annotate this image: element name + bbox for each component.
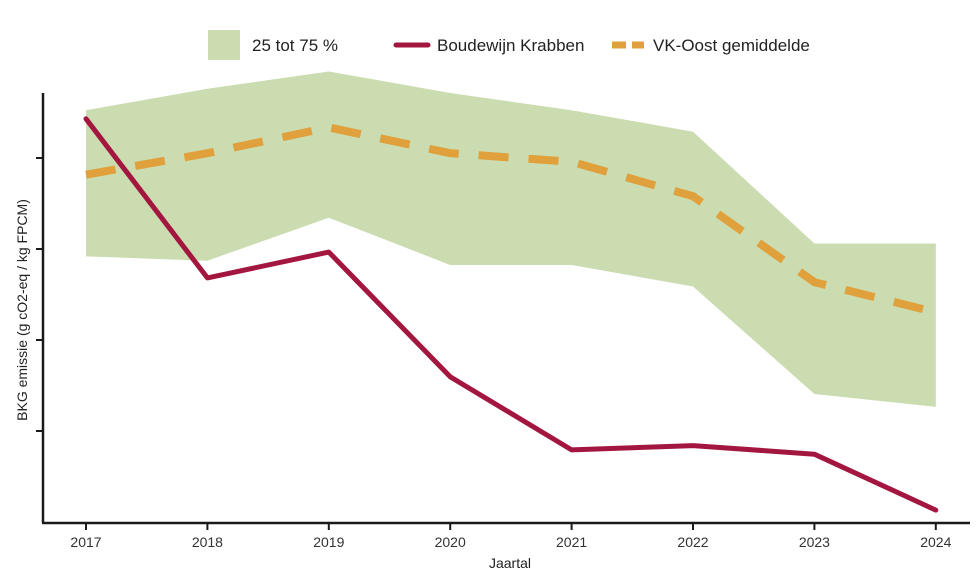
interquartile-band: [86, 71, 936, 407]
x-tick-label: 2019: [313, 534, 344, 550]
x-ticks: [85, 523, 937, 530]
legend-gemiddelde-label: VK-Oost gemiddelde: [653, 36, 810, 55]
legend-band-swatch: [208, 30, 240, 60]
x-tick-label: 2023: [799, 534, 830, 550]
x-tick-label: 2021: [556, 534, 587, 550]
axes: 2017 2018 2019 2020 2021 2022 2023 2024 Jaartal…: [14, 93, 970, 571]
legend-band-label: 25 tot 75 %: [252, 36, 338, 55]
x-tick-label: 2022: [677, 534, 708, 550]
x-axis-title: Jaartal: [489, 555, 531, 571]
x-tick-label: 2018: [192, 534, 223, 550]
legend: 25 tot 75 % Boudewijn Krabben VK-Oost ge…: [208, 30, 810, 60]
x-tick-label: 2024: [920, 534, 951, 550]
x-tick-label: 2017: [70, 534, 101, 550]
x-tick-labels: 2017 2018 2019 2020 2021 2022 2023 2024: [70, 534, 951, 550]
x-tick-label: 2020: [435, 534, 466, 550]
legend-krabben-label: Boudewijn Krabben: [437, 36, 584, 55]
line-boudewijn-krabben: [83, 116, 939, 513]
y-axis-title: BKG emissie (g cO2-eq / kg FPCM): [14, 199, 30, 421]
